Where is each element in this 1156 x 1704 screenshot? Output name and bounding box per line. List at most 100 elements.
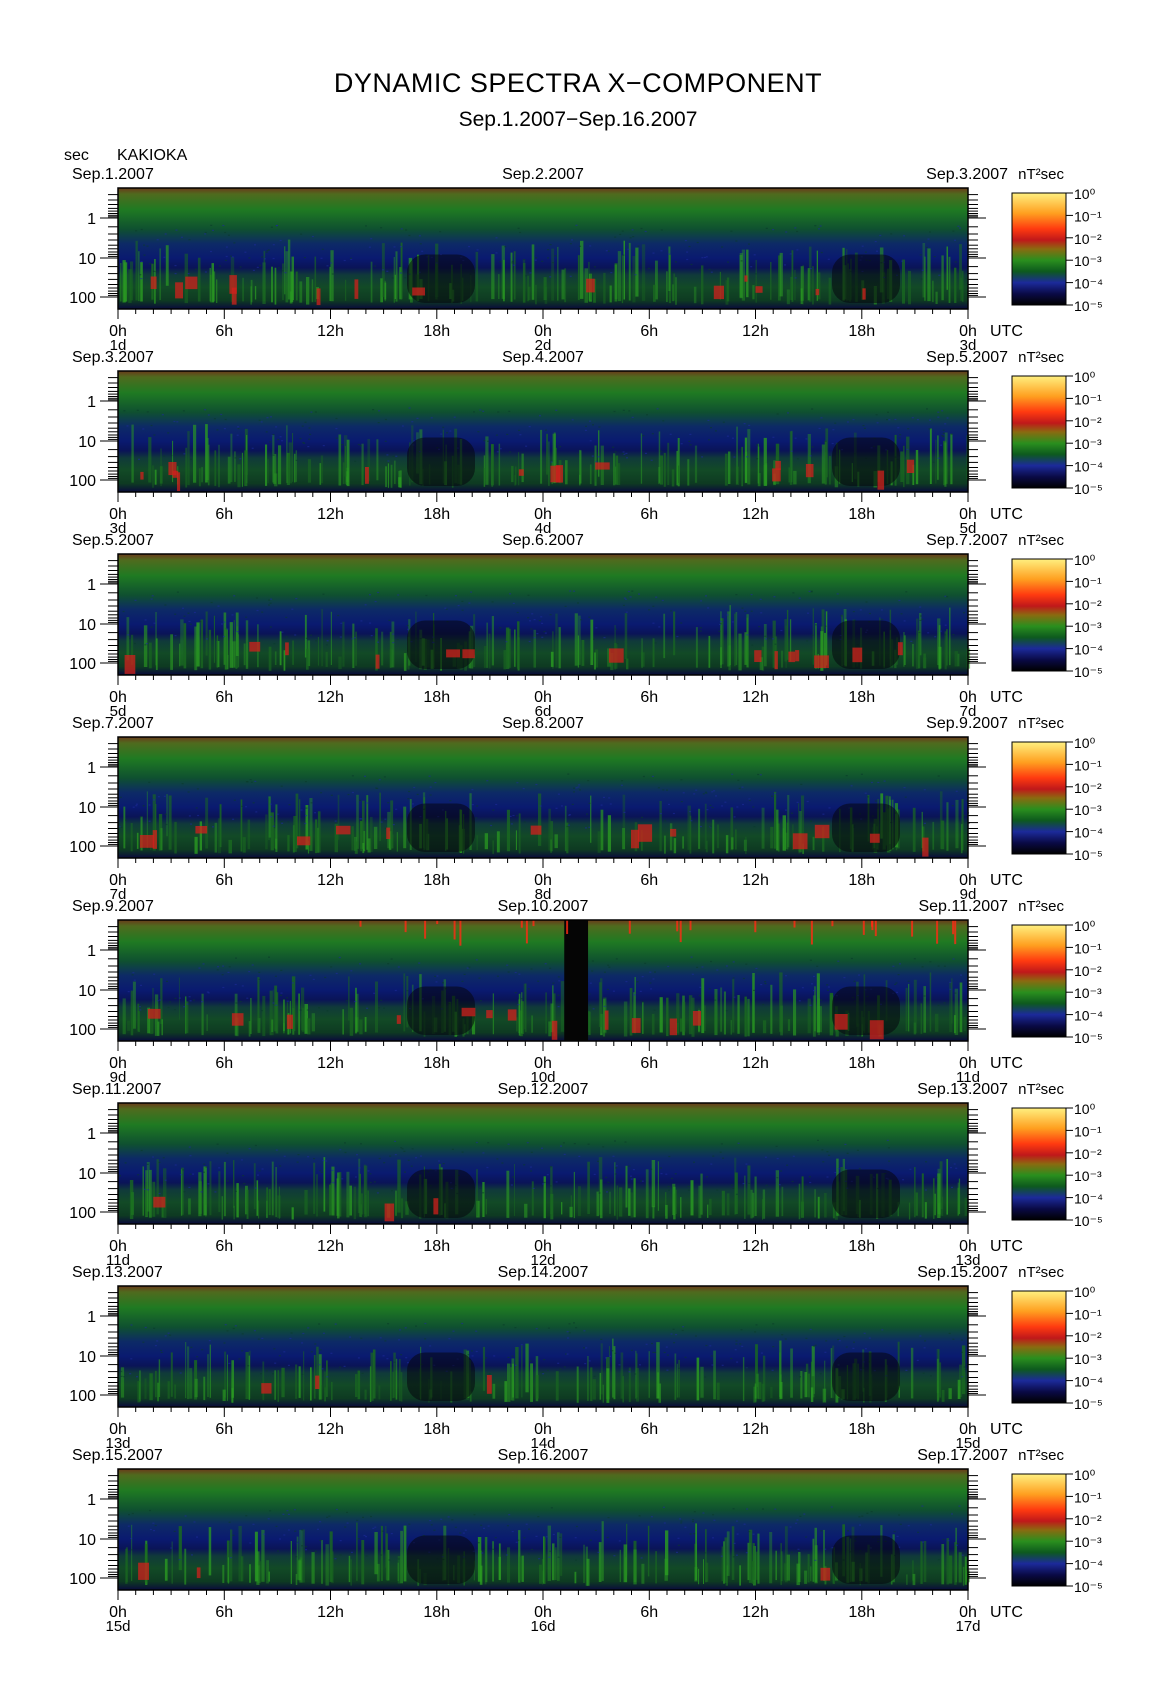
x-tick-label: 12h (317, 506, 344, 523)
x-tick-label: 6h (215, 506, 233, 523)
x-tick-label: 12h (742, 506, 769, 523)
panel-date-left: Sep.3.2007 (72, 349, 154, 366)
panel-date-right: Sep.11.2007 (918, 898, 1008, 915)
spectrogram-panel-5: Sep.9.2007 Sep.10.2007 Sep.11.2007 1 10 100 0h… (69, 898, 1103, 1086)
panel-date-mid: Sep.8.2007 (502, 715, 584, 732)
spectrogram-texture (120, 1322, 967, 1403)
colorbar-tick-label: 10⁻¹ (1074, 1489, 1102, 1505)
day-label-left: 13d (105, 1435, 130, 1452)
panel-date-left: Sep.5.2007 (72, 532, 154, 549)
x-tick-label: 0h (959, 689, 977, 706)
x-tick-label: 6h (215, 872, 233, 889)
spectrogram-image (118, 1103, 968, 1224)
x-tick-label: 12h (742, 323, 769, 340)
colorbar-tick-label: 10⁻¹ (1074, 391, 1102, 407)
panel-date-left: Sep.13.2007 (72, 1264, 163, 1281)
colorbar-unit-label: nT²sec (1018, 715, 1064, 732)
y-tick-label: 100 (69, 1571, 96, 1588)
colorbar-tick-label: 10⁻⁵ (1074, 298, 1103, 314)
panel-date-right: Sep.17.2007 (917, 1447, 1008, 1464)
colorbar-tick-label: 10⁰ (1074, 1101, 1096, 1117)
x-axis-ticks (117, 1224, 969, 1234)
x-tick-label: 0h (109, 1238, 127, 1255)
x-tick-label: 6h (640, 1238, 658, 1255)
x-tick-label: 18h (848, 1421, 875, 1438)
x-tick-label: 0h (534, 1238, 552, 1255)
colorbar-tick-label: 10⁻⁴ (1074, 825, 1103, 841)
spectrogram-panel-2: Sep.3.2007 Sep.4.2007 Sep.5.2007 1 10 100 0h 6h… (69, 349, 1103, 537)
day-label-mid: 8d (535, 886, 552, 903)
x-tick-label: 12h (317, 1238, 344, 1255)
x-tick-label: 12h (742, 1421, 769, 1438)
colorbar-tick-label: 10⁻² (1074, 414, 1102, 430)
colorbar-tick-label: 10⁻² (1074, 1512, 1102, 1528)
spectrogram-panel-3: Sep.5.2007 Sep.6.2007 Sep.7.2007 1 10 100 0h 6h… (69, 532, 1103, 720)
x-tick-label: 12h (317, 1421, 344, 1438)
panel-date-right: Sep.3.2007 (926, 166, 1008, 183)
x-unit-label: UTC (990, 689, 1023, 706)
x-tick-label: 12h (742, 872, 769, 889)
colorbar-tick-label: 10⁻³ (1074, 253, 1102, 269)
y-tick-label: 100 (69, 656, 96, 673)
y-tick-label: 1 (87, 1492, 96, 1509)
x-tick-label: 6h (215, 689, 233, 706)
panel-date-mid: Sep.14.2007 (498, 1264, 589, 1281)
day-label-left: 5d (110, 703, 127, 720)
colorbar (1011, 375, 1067, 489)
colorbar-tick-label: 10⁰ (1074, 918, 1096, 934)
colorbar-tick-label: 10⁻² (1074, 780, 1102, 796)
colorbar-tick-label: 10⁻⁴ (1074, 459, 1103, 475)
x-tick-label: 18h (423, 872, 450, 889)
y-axis-ticks (100, 1109, 986, 1213)
x-tick-label: 0h (534, 323, 552, 340)
chart-subtitle: Sep.1.2007−Sep.16.2007 (458, 108, 698, 131)
x-tick-label: 12h (742, 689, 769, 706)
x-unit-label: UTC (990, 323, 1023, 340)
spectrogram-texture (118, 773, 970, 857)
colorbar (1011, 1290, 1067, 1404)
colorbar (1011, 558, 1067, 672)
y-axis-ticks (100, 1292, 986, 1396)
x-tick-label: 18h (848, 506, 875, 523)
y-axis-ticks (100, 1475, 986, 1579)
x-tick-label: 0h (534, 1421, 552, 1438)
x-tick-label: 6h (215, 323, 233, 340)
y-tick-label: 100 (69, 1205, 96, 1222)
panel-date-right: Sep.15.2007 (917, 1264, 1008, 1281)
day-label-left: 7d (110, 886, 127, 903)
x-axis-ticks (117, 309, 969, 319)
panel-date-left: Sep.7.2007 (72, 715, 154, 732)
colorbar-tick-label: 10⁻⁵ (1074, 1030, 1103, 1046)
y-tick-label: 10 (78, 251, 96, 268)
x-tick-label: 0h (959, 872, 977, 889)
day-label-mid: 2d (535, 337, 552, 354)
day-label-right: 7d (960, 703, 977, 720)
colorbar-unit-label: nT²sec (1018, 898, 1064, 915)
x-tick-label: 0h (534, 689, 552, 706)
colorbar-tick-label: 10⁰ (1074, 552, 1096, 568)
x-tick-label: 6h (215, 1421, 233, 1438)
colorbar-unit-label: nT²sec (1018, 1447, 1064, 1464)
x-tick-label: 0h (959, 1421, 977, 1438)
x-tick-label: 12h (742, 1055, 769, 1072)
spectrogram-texture (122, 590, 971, 674)
x-tick-label: 0h (109, 506, 127, 523)
x-unit-label: UTC (990, 1421, 1023, 1438)
colorbar-tick-label: 10⁻⁴ (1074, 276, 1103, 292)
x-tick-label: 12h (742, 1238, 769, 1255)
x-tick-label: 12h (317, 1604, 344, 1621)
panel-date-mid: Sep.6.2007 (502, 532, 584, 549)
x-tick-label: 0h (959, 506, 977, 523)
x-tick-label: 6h (640, 1604, 658, 1621)
x-tick-label: 0h (959, 1604, 977, 1621)
y-tick-label: 10 (78, 1166, 96, 1183)
x-tick-label: 0h (109, 872, 127, 889)
x-tick-label: 18h (423, 1421, 450, 1438)
spectrogram-texture (118, 224, 968, 306)
panel-date-mid: Sep.4.2007 (502, 349, 584, 366)
x-tick-label: 18h (848, 1055, 875, 1072)
colorbar-unit-label: nT²sec (1018, 349, 1064, 366)
x-tick-label: 0h (959, 323, 977, 340)
x-axis-ticks (117, 1041, 969, 1051)
colorbar-tick-label: 10⁰ (1074, 186, 1096, 202)
